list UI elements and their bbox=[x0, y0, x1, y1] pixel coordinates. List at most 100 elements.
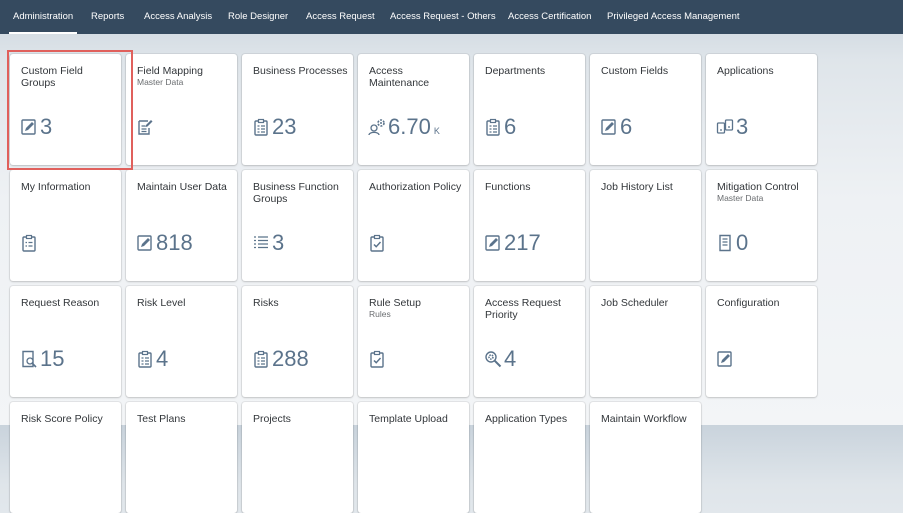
tile-title: Applications bbox=[717, 65, 774, 77]
tile-authorization-policy[interactable]: Authorization Policy bbox=[358, 170, 469, 281]
applications-icon bbox=[716, 118, 734, 136]
tile-kpi bbox=[716, 344, 736, 374]
tab-privileged-access-management[interactable]: Privileged Access Management bbox=[607, 11, 740, 22]
edit-icon bbox=[716, 350, 734, 368]
tile-job-scheduler[interactable]: Job Scheduler bbox=[590, 286, 701, 397]
tile-risks[interactable]: Risks 288 bbox=[242, 286, 353, 397]
tab-reports[interactable]: Reports bbox=[91, 11, 125, 22]
tile-count: 4 bbox=[504, 346, 517, 371]
tile-title: Application Types bbox=[485, 413, 568, 425]
tile-kpi: 3 bbox=[716, 112, 748, 142]
tile-title: Configuration bbox=[717, 297, 780, 309]
tile-title: Maintain Workflow bbox=[601, 413, 687, 425]
tile-title: Risk Score Policy bbox=[21, 413, 103, 425]
tab-access-certification[interactable]: Access Certification bbox=[508, 11, 592, 22]
tile-rule-setup[interactable]: Rule Setup Rules bbox=[358, 286, 469, 397]
tile-count: 23 bbox=[272, 114, 297, 139]
tile-count: 6.70 bbox=[388, 114, 431, 139]
tile-title: Rule Setup bbox=[369, 297, 421, 309]
list-icon bbox=[252, 234, 270, 252]
tile-maintain-user-data[interactable]: Maintain User Data 818 bbox=[126, 170, 237, 281]
tab-role-designer[interactable]: Role Designer bbox=[228, 11, 289, 22]
checklist-icon bbox=[252, 118, 270, 136]
tile-count: 3 bbox=[736, 114, 749, 139]
tile-kpi: 4 bbox=[136, 344, 168, 374]
tile-maintain-workflow[interactable]: Maintain Workflow bbox=[590, 402, 701, 513]
tile-title: Business Processes bbox=[253, 65, 348, 77]
tile-title: Risks bbox=[253, 297, 279, 309]
tile-title: Departments bbox=[485, 65, 546, 77]
tile-title: Functions bbox=[485, 181, 531, 193]
tile-business-processes[interactable]: Business Processes 23 bbox=[242, 54, 353, 165]
tile-subtitle: Master Data bbox=[137, 77, 184, 87]
tile-count: 288 bbox=[272, 346, 309, 371]
tile-application-types[interactable]: Application Types bbox=[474, 402, 585, 513]
checklist-icon bbox=[136, 350, 154, 368]
clipboard-check-icon bbox=[368, 234, 386, 252]
tile-request-reason[interactable]: Request Reason 15 bbox=[10, 286, 121, 397]
tile-kpi: 3 bbox=[20, 112, 52, 142]
tile-title: Maintain User Data bbox=[137, 181, 227, 193]
checklist-icon bbox=[252, 350, 270, 368]
tile-subtitle: Master Data bbox=[717, 193, 764, 203]
tile-kpi bbox=[368, 228, 388, 258]
tile-kpi bbox=[20, 228, 40, 258]
tile-title: Risk Level bbox=[137, 297, 186, 309]
document-edit-icon bbox=[136, 118, 154, 136]
tile-title: Business Function Groups bbox=[253, 181, 339, 205]
tile-title: Access Request Priority bbox=[485, 297, 561, 321]
clipboard-check-icon bbox=[368, 350, 386, 368]
tile-departments[interactable]: Departments 6 bbox=[474, 54, 585, 165]
tile-field-mapping[interactable]: Field Mapping Master Data bbox=[126, 54, 237, 165]
tile-title: Job Scheduler bbox=[601, 297, 669, 309]
edit-icon bbox=[136, 234, 154, 252]
tile-access-maintenance[interactable]: Access Maintenance 6.70 K bbox=[358, 54, 469, 165]
tile-count: 6 bbox=[620, 114, 633, 139]
tile-count: 3 bbox=[40, 114, 53, 139]
tile-custom-field-groups[interactable]: Custom Field Groups 3 bbox=[10, 54, 121, 165]
tile-risk-level[interactable]: Risk Level 4 bbox=[126, 286, 237, 397]
tile-functions[interactable]: Functions 217 bbox=[474, 170, 585, 281]
edit-icon bbox=[484, 234, 502, 252]
user-settings-icon bbox=[368, 118, 386, 136]
tile-title: Authorization Policy bbox=[369, 181, 462, 193]
tile-title: Mitigation Control bbox=[717, 181, 799, 193]
edit-icon bbox=[20, 118, 38, 136]
tile-job-history-list[interactable]: Job History List bbox=[590, 170, 701, 281]
tile-kpi: 217 bbox=[484, 228, 541, 258]
tile-applications[interactable]: Applications 3 bbox=[706, 54, 817, 165]
tab-access-analysis[interactable]: Access Analysis bbox=[144, 11, 213, 22]
tile-risk-score-policy[interactable]: Risk Score Policy bbox=[10, 402, 121, 513]
tile-title: Job History List bbox=[601, 181, 673, 193]
tile-kpi: 0 bbox=[716, 228, 748, 258]
tile-count: 15 bbox=[40, 346, 65, 371]
tile-title: Test Plans bbox=[137, 413, 186, 425]
tile-template-upload[interactable]: Template Upload bbox=[358, 402, 469, 513]
tile-scale: K bbox=[433, 126, 440, 136]
tile-my-information[interactable]: My Information bbox=[10, 170, 121, 281]
tile-title: Field Mapping bbox=[137, 65, 203, 77]
tab-administration[interactable]: Administration bbox=[8, 0, 78, 34]
tile-projects[interactable]: Projects bbox=[242, 402, 353, 513]
tile-title: Request Reason bbox=[21, 297, 100, 309]
tab-access-request-others[interactable]: Access Request - Others bbox=[390, 11, 496, 22]
tile-configuration[interactable]: Configuration bbox=[706, 286, 817, 397]
document-icon bbox=[716, 234, 734, 252]
document-search-icon bbox=[20, 350, 38, 368]
tile-kpi bbox=[136, 112, 156, 142]
tile-count: 818 bbox=[156, 230, 193, 255]
tile-access-request-priority[interactable]: Access Request Priority 4 bbox=[474, 286, 585, 397]
tile-business-function-groups[interactable]: Business Function Groups 3 bbox=[242, 170, 353, 281]
tile-custom-fields[interactable]: Custom Fields 6 bbox=[590, 54, 701, 165]
tile-kpi: 6.70 K bbox=[368, 112, 440, 142]
top-navigation-bar: Administration Reports Access Analysis R… bbox=[0, 0, 903, 34]
tile-title: My Information bbox=[21, 181, 91, 193]
tile-mitigation-control[interactable]: Mitigation Control Master Data 0 bbox=[706, 170, 817, 281]
tile-title: Projects bbox=[253, 413, 291, 425]
tab-access-request[interactable]: Access Request bbox=[306, 11, 375, 22]
tile-count: 6 bbox=[504, 114, 517, 139]
tile-kpi: 818 bbox=[136, 228, 193, 258]
tile-test-plans[interactable]: Test Plans bbox=[126, 402, 237, 513]
tile-count: 0 bbox=[736, 230, 749, 255]
clipboard-list-icon bbox=[20, 234, 38, 252]
